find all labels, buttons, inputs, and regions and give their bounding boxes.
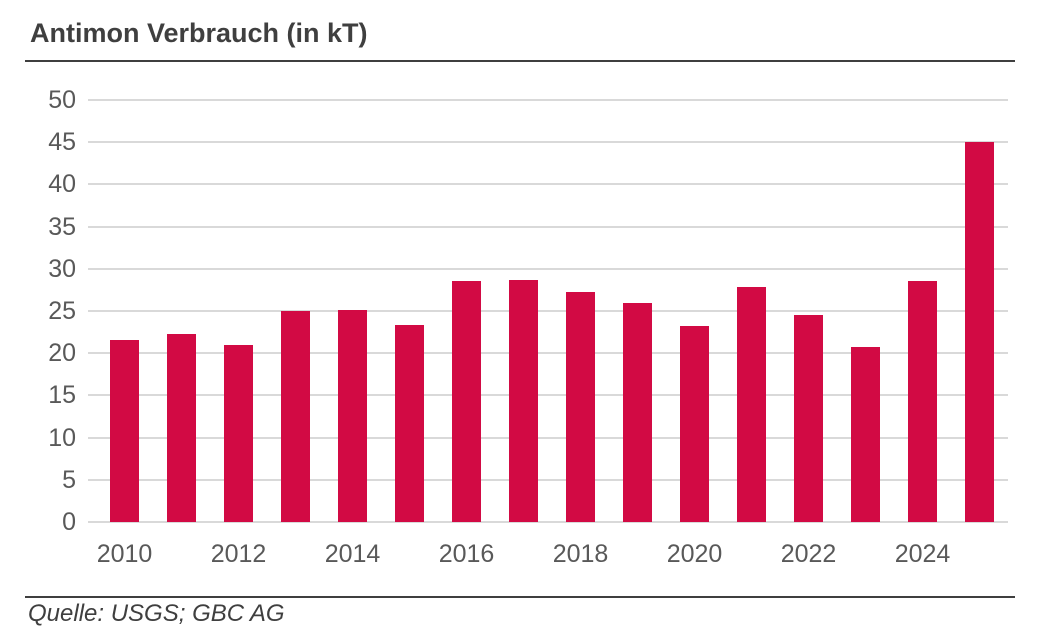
x-tick-label-2014: 2014 xyxy=(324,540,381,568)
bar-2013 xyxy=(281,311,310,522)
gridline-45 xyxy=(88,141,1008,144)
source-note: Quelle: USGS; GBC AG xyxy=(28,600,285,627)
y-tick-label-35: 35 xyxy=(48,212,76,241)
bar-2018 xyxy=(566,291,595,522)
y-tick-label-45: 45 xyxy=(48,128,76,157)
y-tick-label-50: 50 xyxy=(48,86,76,114)
gridline-50 xyxy=(88,99,1008,101)
bar-2011 xyxy=(167,333,196,522)
footer-divider xyxy=(25,596,1015,598)
x-tick-label-2012: 2012 xyxy=(210,540,267,568)
y-tick-label-5: 5 xyxy=(62,465,76,494)
gridline-25 xyxy=(88,310,1008,312)
bar-2021 xyxy=(737,287,766,522)
bar-2015 xyxy=(395,324,424,522)
bar-2014 xyxy=(338,310,367,522)
gridline-40 xyxy=(88,183,1008,186)
gridline-10 xyxy=(88,436,1008,439)
bar-2024 xyxy=(908,280,937,522)
y-tick-label-40: 40 xyxy=(48,170,76,199)
y-tick-label-0: 0 xyxy=(62,508,76,536)
bar-2023 xyxy=(851,347,880,522)
y-tick-label-10: 10 xyxy=(48,423,76,452)
y-tick-label-15: 15 xyxy=(48,381,76,410)
title-divider xyxy=(25,60,1015,62)
bar-2025 xyxy=(965,142,994,522)
bar-2020 xyxy=(680,326,709,522)
x-tick-label-2016: 2016 xyxy=(438,540,495,568)
x-tick-label-2022: 2022 xyxy=(780,540,837,568)
x-tick-label-2024: 2024 xyxy=(894,540,951,568)
bar-2017 xyxy=(509,279,538,522)
x-tick-label-2018: 2018 xyxy=(552,540,609,568)
y-tick-label-30: 30 xyxy=(48,254,76,283)
bar-2022 xyxy=(794,315,823,522)
gridline-35 xyxy=(88,225,1008,228)
x-tick-label-2020: 2020 xyxy=(666,540,723,568)
gridline-15 xyxy=(88,394,1008,397)
bar-2010 xyxy=(110,339,139,522)
gridline-30 xyxy=(88,267,1008,270)
bar-2016 xyxy=(452,281,481,522)
chart-title: Antimon Verbrauch (in kT) xyxy=(30,18,368,48)
gridline-20 xyxy=(88,352,1008,355)
bar-2019 xyxy=(623,303,652,522)
gridline-5 xyxy=(88,478,1008,481)
gridline-0 xyxy=(88,521,1008,523)
x-tick-label-2010: 2010 xyxy=(96,540,153,568)
bar-chart-plot-area xyxy=(88,99,1008,523)
y-tick-label-25: 25 xyxy=(48,297,76,325)
y-tick-label-20: 20 xyxy=(48,339,76,368)
bar-2012 xyxy=(224,344,253,522)
